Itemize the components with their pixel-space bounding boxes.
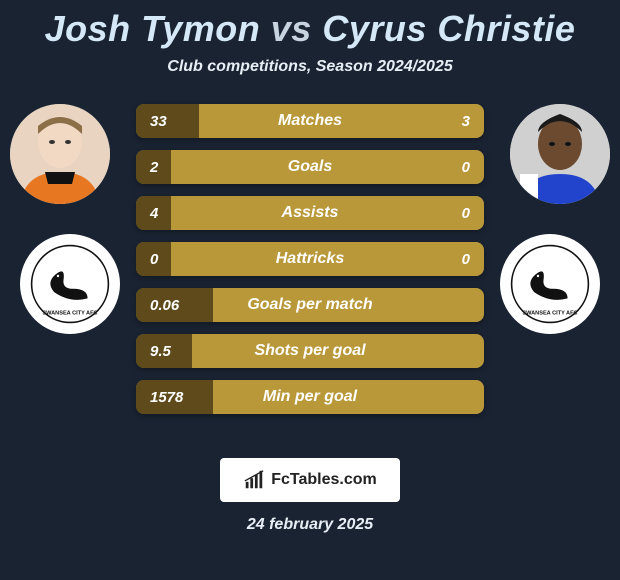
stat-label: Assists: [136, 204, 484, 222]
player2-name: Cyrus Christie: [322, 8, 575, 49]
stat-label: Shots per goal: [136, 342, 484, 360]
brand-logo: FcTables.com: [220, 458, 400, 502]
stat-label: Goals: [136, 158, 484, 176]
stat-row: 33Matches3: [136, 104, 484, 138]
stat-right-value: 0: [462, 205, 470, 222]
player1-club-badge: SWANSEA CITY AFC: [20, 234, 120, 334]
player2-avatar: [510, 104, 610, 204]
stat-label: Matches: [136, 112, 484, 130]
swan-icon: SWANSEA CITY AFC: [30, 244, 110, 324]
person-icon: [10, 104, 110, 204]
brand-text: FcTables.com: [271, 471, 377, 489]
stat-right-value: 3: [462, 113, 470, 130]
stat-label: Goals per match: [136, 296, 484, 314]
stat-row: 2Goals0: [136, 150, 484, 184]
subtitle: Club competitions, Season 2024/2025: [0, 58, 620, 76]
stat-bars: 33Matches32Goals04Assists00Hattricks00.0…: [136, 104, 484, 426]
swan-icon: SWANSEA CITY AFC: [510, 244, 590, 324]
stat-right-value: 0: [462, 159, 470, 176]
stat-row: 4Assists0: [136, 196, 484, 230]
svg-text:SWANSEA CITY AFC: SWANSEA CITY AFC: [522, 310, 577, 316]
page-title: Josh Tymon vs Cyrus Christie: [0, 0, 620, 50]
vs-text: vs: [271, 8, 312, 49]
player1-avatar: [10, 104, 110, 204]
stat-label: Hattricks: [136, 250, 484, 268]
date-text: 24 february 2025: [0, 516, 620, 534]
stat-row: 0Hattricks0: [136, 242, 484, 276]
player1-name: Josh Tymon: [45, 8, 261, 49]
stat-row: 1578Min per goal: [136, 380, 484, 414]
stat-row: 9.5Shots per goal: [136, 334, 484, 368]
stat-row: 0.06Goals per match: [136, 288, 484, 322]
stats-area: SWANSEA CITY AFC SWANSEA CITY AFC 33Matc…: [0, 104, 620, 434]
svg-text:SWANSEA CITY AFC: SWANSEA CITY AFC: [42, 310, 97, 316]
stat-label: Min per goal: [136, 388, 484, 406]
person-icon: [510, 104, 610, 204]
player2-club-badge: SWANSEA CITY AFC: [500, 234, 600, 334]
stat-right-value: 0: [462, 251, 470, 268]
chart-icon: [243, 469, 265, 491]
